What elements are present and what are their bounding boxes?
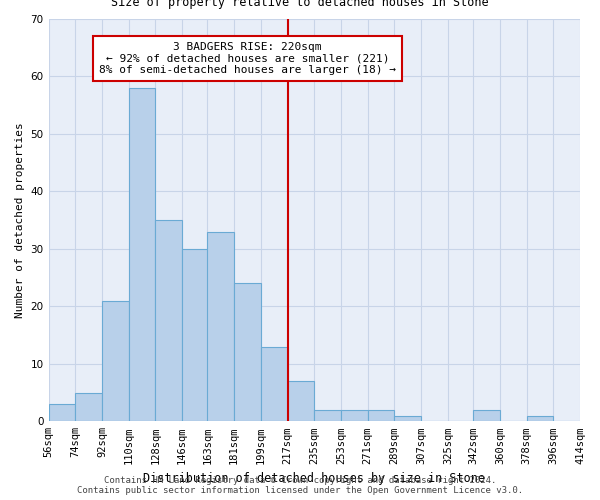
Text: Contains HM Land Registry data © Crown copyright and database right 2024.
Contai: Contains HM Land Registry data © Crown c… [77,476,523,495]
Bar [473,410,500,422]
X-axis label: Distribution of detached houses by size in Stone: Distribution of detached houses by size … [143,472,485,485]
Y-axis label: Number of detached properties: Number of detached properties [15,122,25,318]
Bar [287,381,314,422]
Bar [234,284,261,422]
Bar [368,410,394,422]
Bar [75,392,102,422]
Bar [208,232,234,422]
Bar [314,410,341,422]
Bar [102,300,129,422]
Bar [527,416,553,422]
Bar [341,410,368,422]
Bar [394,416,421,422]
Bar [261,346,287,422]
Text: Size of property relative to detached houses in Stone: Size of property relative to detached ho… [111,0,489,9]
Bar [49,404,75,421]
Bar [182,249,209,422]
Bar [129,88,155,422]
Text: 3 BADGERS RISE: 220sqm
← 92% of detached houses are smaller (221)
8% of semi-det: 3 BADGERS RISE: 220sqm ← 92% of detached… [99,42,396,75]
Bar [155,220,182,422]
